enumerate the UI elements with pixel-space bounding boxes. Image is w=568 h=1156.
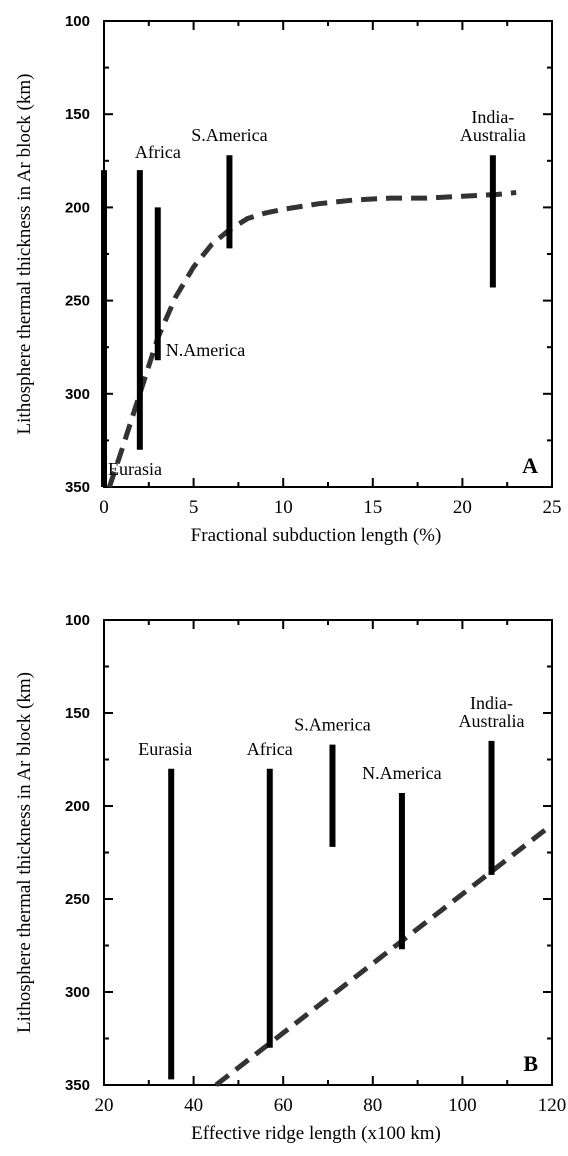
range-label-line: N.America [166, 340, 245, 360]
y-tick-label: 200 [65, 199, 90, 216]
y-tick-label: 250 [65, 891, 90, 908]
range-label: Africa [135, 142, 181, 162]
x-tick-label: 100 [448, 1095, 477, 1116]
chart-panel-a: 100 150 200 250 300 350 0 5 10 15 20 25 Fractional s… [14, 13, 562, 546]
y-tick-label: 100 [65, 13, 90, 30]
range-label: Africa [247, 739, 293, 759]
y-tick-label: 300 [65, 386, 90, 403]
y-tick-label: 200 [65, 798, 90, 815]
x-tick-label: 5 [189, 497, 199, 518]
y-tick-label: 100 [65, 612, 90, 629]
range-label-line: N.America [362, 763, 441, 783]
x-tick-label: 25 [543, 497, 562, 518]
x-tick-label: 40 [184, 1095, 203, 1116]
range-label-line: S.America [191, 125, 267, 145]
y-tick-label: 300 [65, 984, 90, 1001]
range-label: N.America [362, 763, 441, 783]
range-label-line: Africa [135, 142, 181, 162]
y-axis-title: Lithosphere thermal thickness in Ar bloc… [14, 672, 35, 1033]
x-axis-title: Effective ridge length (x100 km) [191, 1123, 441, 1144]
range-label-line: India- [471, 107, 514, 127]
y-tick-label: 150 [65, 106, 90, 123]
range-label-line: Australia [459, 711, 525, 731]
range-label-line: Eurasia [108, 459, 162, 479]
range-label-line: India- [470, 693, 513, 713]
y-tick-label: 250 [65, 293, 90, 310]
range-label-line: Africa [247, 739, 293, 759]
y-tick-label: 350 [65, 479, 90, 496]
x-tick-label: 15 [363, 497, 382, 518]
x-tick-label: 120 [538, 1095, 567, 1116]
range-label-line: S.America [294, 715, 370, 735]
range-label: N.America [166, 340, 245, 360]
x-tick-label: 60 [274, 1095, 293, 1116]
y-tick-label: 150 [65, 705, 90, 722]
fit-line [214, 822, 554, 1087]
range-label-line: Australia [460, 125, 526, 145]
panel-label: A [522, 453, 538, 478]
y-tick-label: 350 [65, 1077, 90, 1094]
plot-frame [103, 20, 553, 488]
x-axis-title: Fractional subduction length (%) [191, 525, 442, 546]
x-tick-label: 10 [274, 497, 293, 518]
range-label: India-Australia [460, 107, 526, 145]
range-label: Eurasia [138, 739, 192, 759]
chart-panel-b: 100 150 200 250 300 350 20 40 60 80 100 120 Effectiv… [14, 612, 566, 1144]
x-tick-label: 0 [99, 497, 109, 518]
range-label: India-Australia [459, 693, 525, 731]
range-label: Eurasia [108, 459, 162, 479]
x-tick-label: 20 [453, 497, 472, 518]
x-tick-label: 80 [363, 1095, 382, 1116]
range-label-line: Eurasia [138, 739, 192, 759]
y-axis-title: Lithosphere thermal thickness in Ar bloc… [14, 74, 35, 435]
panel-label: B [523, 1051, 538, 1076]
x-tick-label: 20 [95, 1095, 114, 1116]
range-label: S.America [191, 125, 267, 145]
range-label: S.America [294, 715, 370, 735]
